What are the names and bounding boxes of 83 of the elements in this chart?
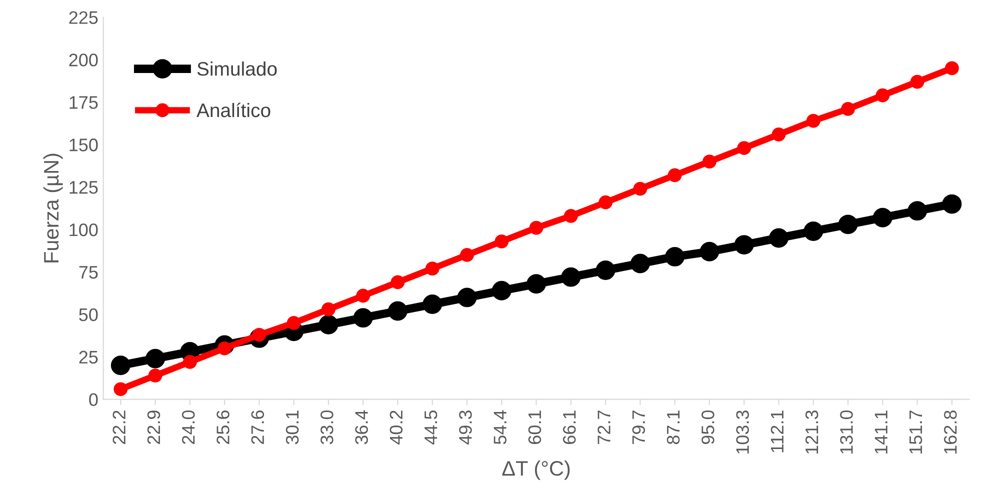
x-tick-label: 151.7 xyxy=(910,410,922,454)
legend-label: Simulado xyxy=(197,62,277,76)
point xyxy=(356,288,370,303)
point xyxy=(353,308,373,328)
y-tick-label: 25 xyxy=(79,350,98,364)
x-tick-label: 121.3 xyxy=(805,410,818,454)
x-tick-label: 44.5 xyxy=(424,410,438,444)
x-tick-label: 54.4 xyxy=(494,410,506,444)
y-tick-label: 225 xyxy=(69,11,98,24)
x-tick-label: 66.1 xyxy=(562,410,576,444)
x-tick-label: 22.9 xyxy=(147,410,160,444)
point xyxy=(182,355,197,369)
point xyxy=(494,234,509,248)
point xyxy=(146,348,165,368)
x-tick-label: 24.0 xyxy=(182,410,195,444)
x-tick-label: 60.1 xyxy=(528,410,542,444)
y-tick-label: 125 xyxy=(70,181,98,194)
point xyxy=(318,314,338,334)
x-tick-label: 131.0 xyxy=(840,410,853,454)
point xyxy=(630,254,650,274)
point xyxy=(942,194,962,214)
point xyxy=(804,221,824,241)
y-tick-label: 150 xyxy=(70,138,98,152)
x-tick-label: 103.3 xyxy=(736,410,749,454)
y-tick-label: 200 xyxy=(69,54,98,66)
x-tick-label: 87.1 xyxy=(666,410,680,444)
point xyxy=(564,208,578,223)
x-tick-label: 36.4 xyxy=(355,410,368,444)
legend-label: Analítico xyxy=(196,102,270,118)
point xyxy=(872,208,892,228)
x-tick-label: 33.0 xyxy=(320,410,334,444)
point xyxy=(148,368,162,382)
x-tick-label: 79.7 xyxy=(632,410,646,444)
y-tick-label: 100 xyxy=(70,223,98,236)
x-tick-label: 95.0 xyxy=(702,410,714,444)
x-tick-label: 49.3 xyxy=(459,410,472,444)
x-tick-label: 112.1 xyxy=(770,410,784,452)
y-axis-title: Fuerza (µN) xyxy=(43,154,63,262)
point xyxy=(910,74,924,89)
point xyxy=(841,102,855,116)
point xyxy=(665,246,685,266)
y-tick-label: 0 xyxy=(89,393,98,406)
point xyxy=(806,114,820,128)
y-tick-label: 50 xyxy=(79,308,98,322)
point xyxy=(596,260,616,280)
x-tick-label: 40.2 xyxy=(390,410,403,444)
point xyxy=(876,88,890,102)
point xyxy=(734,235,754,255)
point xyxy=(322,302,336,316)
point xyxy=(526,274,546,294)
point xyxy=(457,288,477,308)
x-tick-label: 72.7 xyxy=(598,410,610,444)
point xyxy=(633,182,648,196)
x-tick-label: 30.1 xyxy=(286,410,299,444)
point xyxy=(944,61,959,76)
x-tick-label: 141.1 xyxy=(874,410,888,454)
x-tick-label: 162.8 xyxy=(944,410,957,454)
point xyxy=(700,242,720,262)
point xyxy=(908,201,928,221)
point xyxy=(460,248,474,262)
point xyxy=(425,262,440,276)
x-tick-label: 22.2 xyxy=(112,410,126,444)
point xyxy=(769,228,788,248)
point xyxy=(702,154,716,169)
point xyxy=(110,356,130,376)
point xyxy=(772,127,786,142)
point xyxy=(737,141,752,155)
point xyxy=(422,294,442,314)
point xyxy=(838,214,858,234)
point xyxy=(492,280,512,300)
point xyxy=(668,168,682,182)
point xyxy=(598,195,612,210)
point xyxy=(561,267,581,287)
point xyxy=(286,316,301,330)
point xyxy=(388,301,408,321)
x-tick-label: 27.6 xyxy=(251,410,264,444)
y-tick-label: 175 xyxy=(70,96,98,109)
x-axis-title: ΔT (°C) xyxy=(502,460,570,480)
point xyxy=(390,275,405,290)
y-tick-label: 75 xyxy=(79,266,98,279)
x-tick-label: 25.6 xyxy=(216,410,230,444)
point xyxy=(114,382,128,396)
point xyxy=(529,220,544,235)
